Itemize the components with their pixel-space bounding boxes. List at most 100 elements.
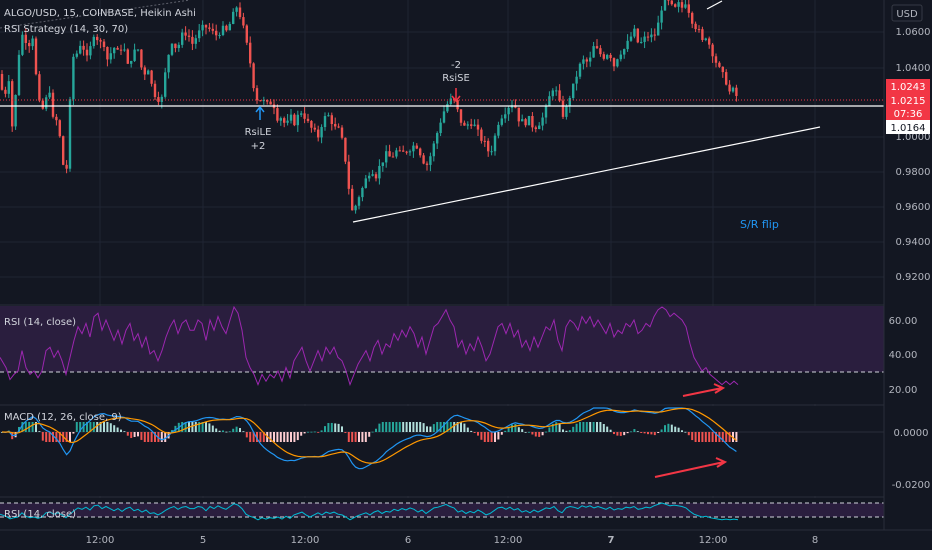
candle-down	[313, 127, 316, 130]
macd-histogram-bar	[140, 432, 143, 440]
macd-histogram-bar	[735, 432, 738, 442]
candle-up	[663, 0, 667, 11]
candle-down	[670, 0, 673, 5]
candle-up	[228, 23, 231, 31]
macd-histogram-bar	[436, 422, 439, 432]
candle-up	[279, 118, 282, 121]
candle-down	[34, 38, 38, 75]
macd-histogram-bar	[596, 422, 598, 432]
candle-down	[317, 129, 320, 138]
price-badge-last	[886, 93, 930, 107]
ascending-trendline[interactable]	[352, 126, 821, 223]
macd-histogram-bar	[259, 432, 262, 442]
macd-histogram-bar	[704, 432, 707, 442]
macd-histogram-bar	[528, 431, 530, 433]
candle-down	[388, 151, 391, 157]
macd-histogram-bar	[174, 425, 177, 432]
macd-histogram-bar	[92, 422, 95, 432]
signal-line	[1, 407, 737, 464]
candle-down	[402, 150, 405, 152]
macd-histogram-bar	[358, 432, 360, 442]
candle-down	[11, 81, 14, 127]
candle-up	[218, 34, 221, 36]
candle-up	[68, 99, 72, 169]
macd-histogram-bar	[449, 422, 452, 432]
candle-down	[561, 100, 565, 117]
macd-histogram-bar	[79, 422, 82, 432]
macd-histogram-bar	[344, 432, 347, 434]
macd-histogram-bar	[378, 423, 381, 432]
candle-down	[306, 118, 310, 121]
macd-histogram-bar	[534, 432, 537, 437]
macd-histogram-bar	[375, 428, 377, 432]
macd-pane-title: MACD (12, 26, close, 9)	[4, 412, 122, 423]
macd-histogram-bar	[429, 426, 432, 432]
macd-histogram-bar	[698, 432, 700, 442]
candle-down	[653, 34, 656, 36]
macd-histogram-bar	[293, 432, 296, 442]
candle-up	[354, 205, 357, 211]
macd-histogram-bar	[606, 426, 609, 432]
candle-down	[119, 49, 123, 51]
candle-down	[425, 163, 429, 165]
macd-histogram-bar	[681, 430, 683, 432]
macd-histogram-bar	[24, 422, 27, 432]
dotted-trendline[interactable]	[0, 0, 191, 29]
macd-histogram-bar	[82, 422, 85, 432]
candle-down	[334, 124, 337, 127]
macd-histogram-bar	[511, 424, 513, 432]
upper-trendline[interactable]	[706, 0, 723, 10]
candle-up	[368, 175, 371, 179]
macd-histogram-bar	[626, 432, 629, 434]
price-tick: 0.9200	[896, 272, 931, 283]
candle-up	[677, 2, 680, 7]
time-axis[interactable]	[0, 530, 932, 550]
line-price-badge	[886, 120, 930, 134]
macd-histogram-bar	[551, 423, 554, 432]
candle-up	[136, 49, 140, 51]
candle-up	[473, 124, 476, 126]
currency-button[interactable]	[891, 4, 923, 22]
candle-up	[633, 28, 636, 37]
candle-up	[582, 59, 585, 64]
macd-histogram-bar	[354, 432, 357, 442]
time-tick: 12:00	[699, 535, 728, 546]
macd-histogram-bar	[113, 425, 116, 432]
candle-up	[578, 63, 582, 77]
candle-up	[181, 32, 184, 45]
macd-histogram-bar	[460, 422, 462, 432]
macd-histogram-bar	[368, 432, 371, 437]
macd-histogram-bar	[99, 422, 102, 432]
candle-up	[589, 57, 592, 62]
candle-up	[194, 38, 197, 44]
price-pane[interactable]	[0, 0, 884, 305]
macd-histogram-bar	[218, 430, 221, 432]
price-tick: 0.9400	[896, 237, 931, 248]
macd-histogram-bar	[446, 422, 449, 432]
candle-down	[85, 49, 89, 56]
candle-up	[408, 151, 412, 153]
macd-histogram-bar	[103, 422, 105, 432]
candle-down	[674, 4, 677, 7]
macd-histogram-bar	[653, 432, 656, 436]
candle-up	[439, 122, 442, 134]
candle-up	[643, 36, 646, 42]
macd-histogram-bar	[86, 422, 88, 432]
candle-down	[728, 84, 731, 92]
macd-histogram-bar	[426, 426, 428, 432]
candle-down	[310, 120, 313, 128]
candle-up	[45, 97, 48, 109]
candle-down	[422, 155, 425, 164]
macd-histogram-bar	[453, 422, 456, 432]
candle-up	[31, 38, 34, 47]
candle-up	[575, 76, 578, 84]
candle-up	[544, 105, 548, 118]
candle-up	[14, 94, 17, 127]
macd-histogram-bar	[711, 432, 714, 442]
macd-histogram-bar	[381, 422, 384, 432]
candle-up	[684, 4, 687, 8]
candle-down	[259, 100, 262, 102]
macd-tick: -0.0200	[892, 480, 931, 491]
macd-histogram-bar	[521, 429, 524, 432]
